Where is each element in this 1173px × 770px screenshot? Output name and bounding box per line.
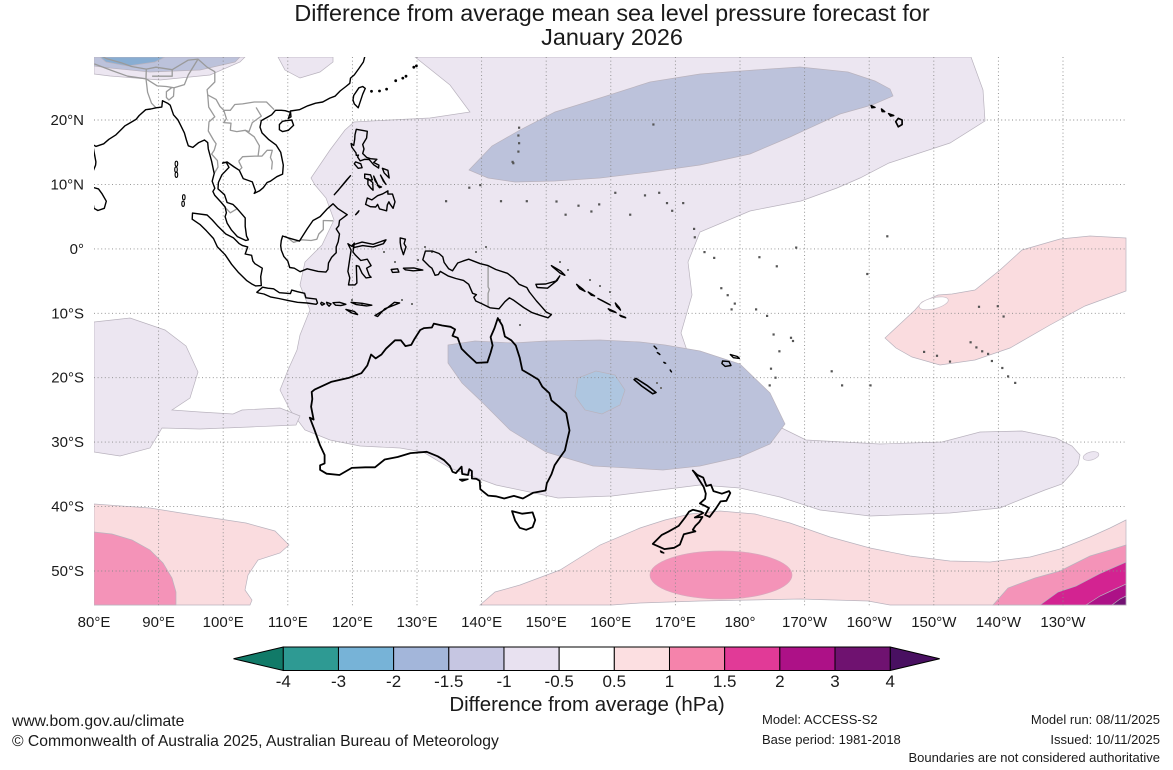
svg-text:-0.5: -0.5 bbox=[545, 672, 574, 691]
svg-text:0°: 0° bbox=[70, 241, 84, 258]
svg-text:www.bom.gov.au/climate: www.bom.gov.au/climate bbox=[11, 713, 185, 730]
svg-text:4: 4 bbox=[885, 672, 894, 691]
svg-text:160°W: 160°W bbox=[847, 614, 893, 631]
svg-text:2: 2 bbox=[775, 672, 784, 691]
svg-text:170°W: 170°W bbox=[782, 614, 828, 631]
svg-text:90°E: 90°E bbox=[142, 614, 175, 631]
svg-text:-3: -3 bbox=[331, 672, 346, 691]
svg-text:150°E: 150°E bbox=[526, 614, 567, 631]
svg-text:0.5: 0.5 bbox=[602, 672, 626, 691]
svg-text:© Commonwealth of Australia 20: © Commonwealth of Australia 2025, Austra… bbox=[12, 733, 499, 750]
svg-text:180°: 180° bbox=[724, 614, 755, 631]
svg-text:30°S: 30°S bbox=[51, 434, 84, 451]
svg-text:-1: -1 bbox=[496, 672, 511, 691]
svg-text:160°E: 160°E bbox=[590, 614, 631, 631]
svg-text:10°S: 10°S bbox=[51, 305, 84, 322]
svg-text:January 2026: January 2026 bbox=[541, 24, 683, 50]
svg-text:110°E: 110°E bbox=[268, 614, 308, 631]
svg-text:Boundaries are not considered: Boundaries are not considered authoritat… bbox=[909, 750, 1161, 765]
svg-text:40°S: 40°S bbox=[51, 499, 84, 516]
svg-text:Issued: 10/11/2025: Issued: 10/11/2025 bbox=[1050, 732, 1160, 747]
svg-text:-1.5: -1.5 bbox=[434, 672, 463, 691]
svg-text:3: 3 bbox=[830, 672, 839, 691]
svg-text:Model: ACCESS-S2: Model: ACCESS-S2 bbox=[762, 712, 878, 727]
svg-text:140°E: 140°E bbox=[461, 614, 502, 631]
svg-text:20°N: 20°N bbox=[50, 112, 84, 129]
svg-text:1: 1 bbox=[665, 672, 674, 691]
svg-text:170°E: 170°E bbox=[655, 614, 696, 631]
svg-text:Difference from average mean s: Difference from average mean sea level p… bbox=[294, 0, 930, 26]
svg-text:1.5: 1.5 bbox=[713, 672, 737, 691]
svg-text:Base period: 1981-2018: Base period: 1981-2018 bbox=[762, 732, 901, 747]
svg-text:50°S: 50°S bbox=[51, 563, 84, 580]
svg-text:-2: -2 bbox=[386, 672, 401, 691]
svg-text:Model run: 08/11/2025: Model run: 08/11/2025 bbox=[1031, 712, 1160, 727]
svg-text:120°E: 120°E bbox=[332, 614, 373, 631]
svg-text:10°N: 10°N bbox=[50, 176, 84, 193]
svg-text:150°W: 150°W bbox=[911, 614, 957, 631]
svg-text:130°W: 130°W bbox=[1040, 614, 1086, 631]
svg-text:Difference from average (hPa): Difference from average (hPa) bbox=[449, 693, 724, 716]
svg-text:20°S: 20°S bbox=[51, 370, 84, 387]
svg-text:130°E: 130°E bbox=[396, 614, 437, 631]
svg-text:80°E: 80°E bbox=[78, 614, 111, 631]
svg-text:-4: -4 bbox=[276, 672, 291, 691]
svg-text:100°E: 100°E bbox=[203, 614, 244, 631]
svg-text:140°W: 140°W bbox=[976, 614, 1022, 631]
